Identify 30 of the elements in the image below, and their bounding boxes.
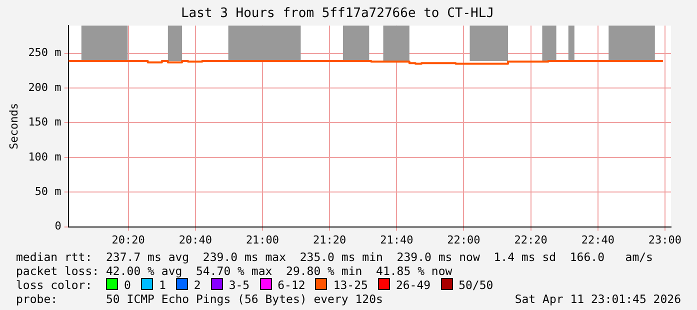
text: Sat Apr 11 23:01:45 2026 xyxy=(514,292,681,306)
text: 2 xyxy=(194,278,201,292)
x-tick-label: 23:00 xyxy=(648,233,682,246)
y-tick-label: 150 m xyxy=(28,116,62,129)
text: probe: 50 ICMP Echo Pings (56 Bytes) every 120s xyxy=(16,292,383,306)
x-tick-label: 20:20 xyxy=(112,233,145,246)
text: 0 xyxy=(124,278,131,292)
text: 50/50 xyxy=(458,278,494,292)
text: 26-49 xyxy=(396,278,431,292)
y-tick-label: 250 m xyxy=(28,46,62,60)
x-tick-label: 21:20 xyxy=(313,233,346,246)
y-tick-label: 100 m xyxy=(28,150,62,164)
text: median rtt: 237.7 ms avg 239.0 ms max 235.0 ms min 239.0 ms now 1.4 ms sd 166.0 am/s xyxy=(16,250,653,264)
x-tick-label: 22:40 xyxy=(581,233,614,246)
y-tick-label: 0 xyxy=(54,220,62,233)
text: loss color: xyxy=(16,278,94,292)
text: 6-12 xyxy=(278,278,306,292)
x-tick-label: 21:40 xyxy=(380,233,414,246)
y-tick-label: 200 m xyxy=(28,80,62,94)
x-tick-label: 22:00 xyxy=(447,233,480,246)
y-axis-title: Seconds xyxy=(7,103,20,150)
text: 1 xyxy=(158,278,166,292)
chart-title: Last 3 Hours from 5ff17a72766e to CT-HLJ xyxy=(180,6,494,22)
text: 3-5 xyxy=(228,278,250,292)
x-tick-label: 21:00 xyxy=(246,233,280,246)
text: packet loss: 42.00 % avg 54.70 % max 29.80 % min 41.85 % now xyxy=(16,264,452,278)
x-tick-label: 20:40 xyxy=(178,233,212,246)
text: 13-25 xyxy=(333,278,368,292)
y-tick-label: 50 m xyxy=(34,184,62,198)
x-tick-label: 22:20 xyxy=(514,233,548,246)
